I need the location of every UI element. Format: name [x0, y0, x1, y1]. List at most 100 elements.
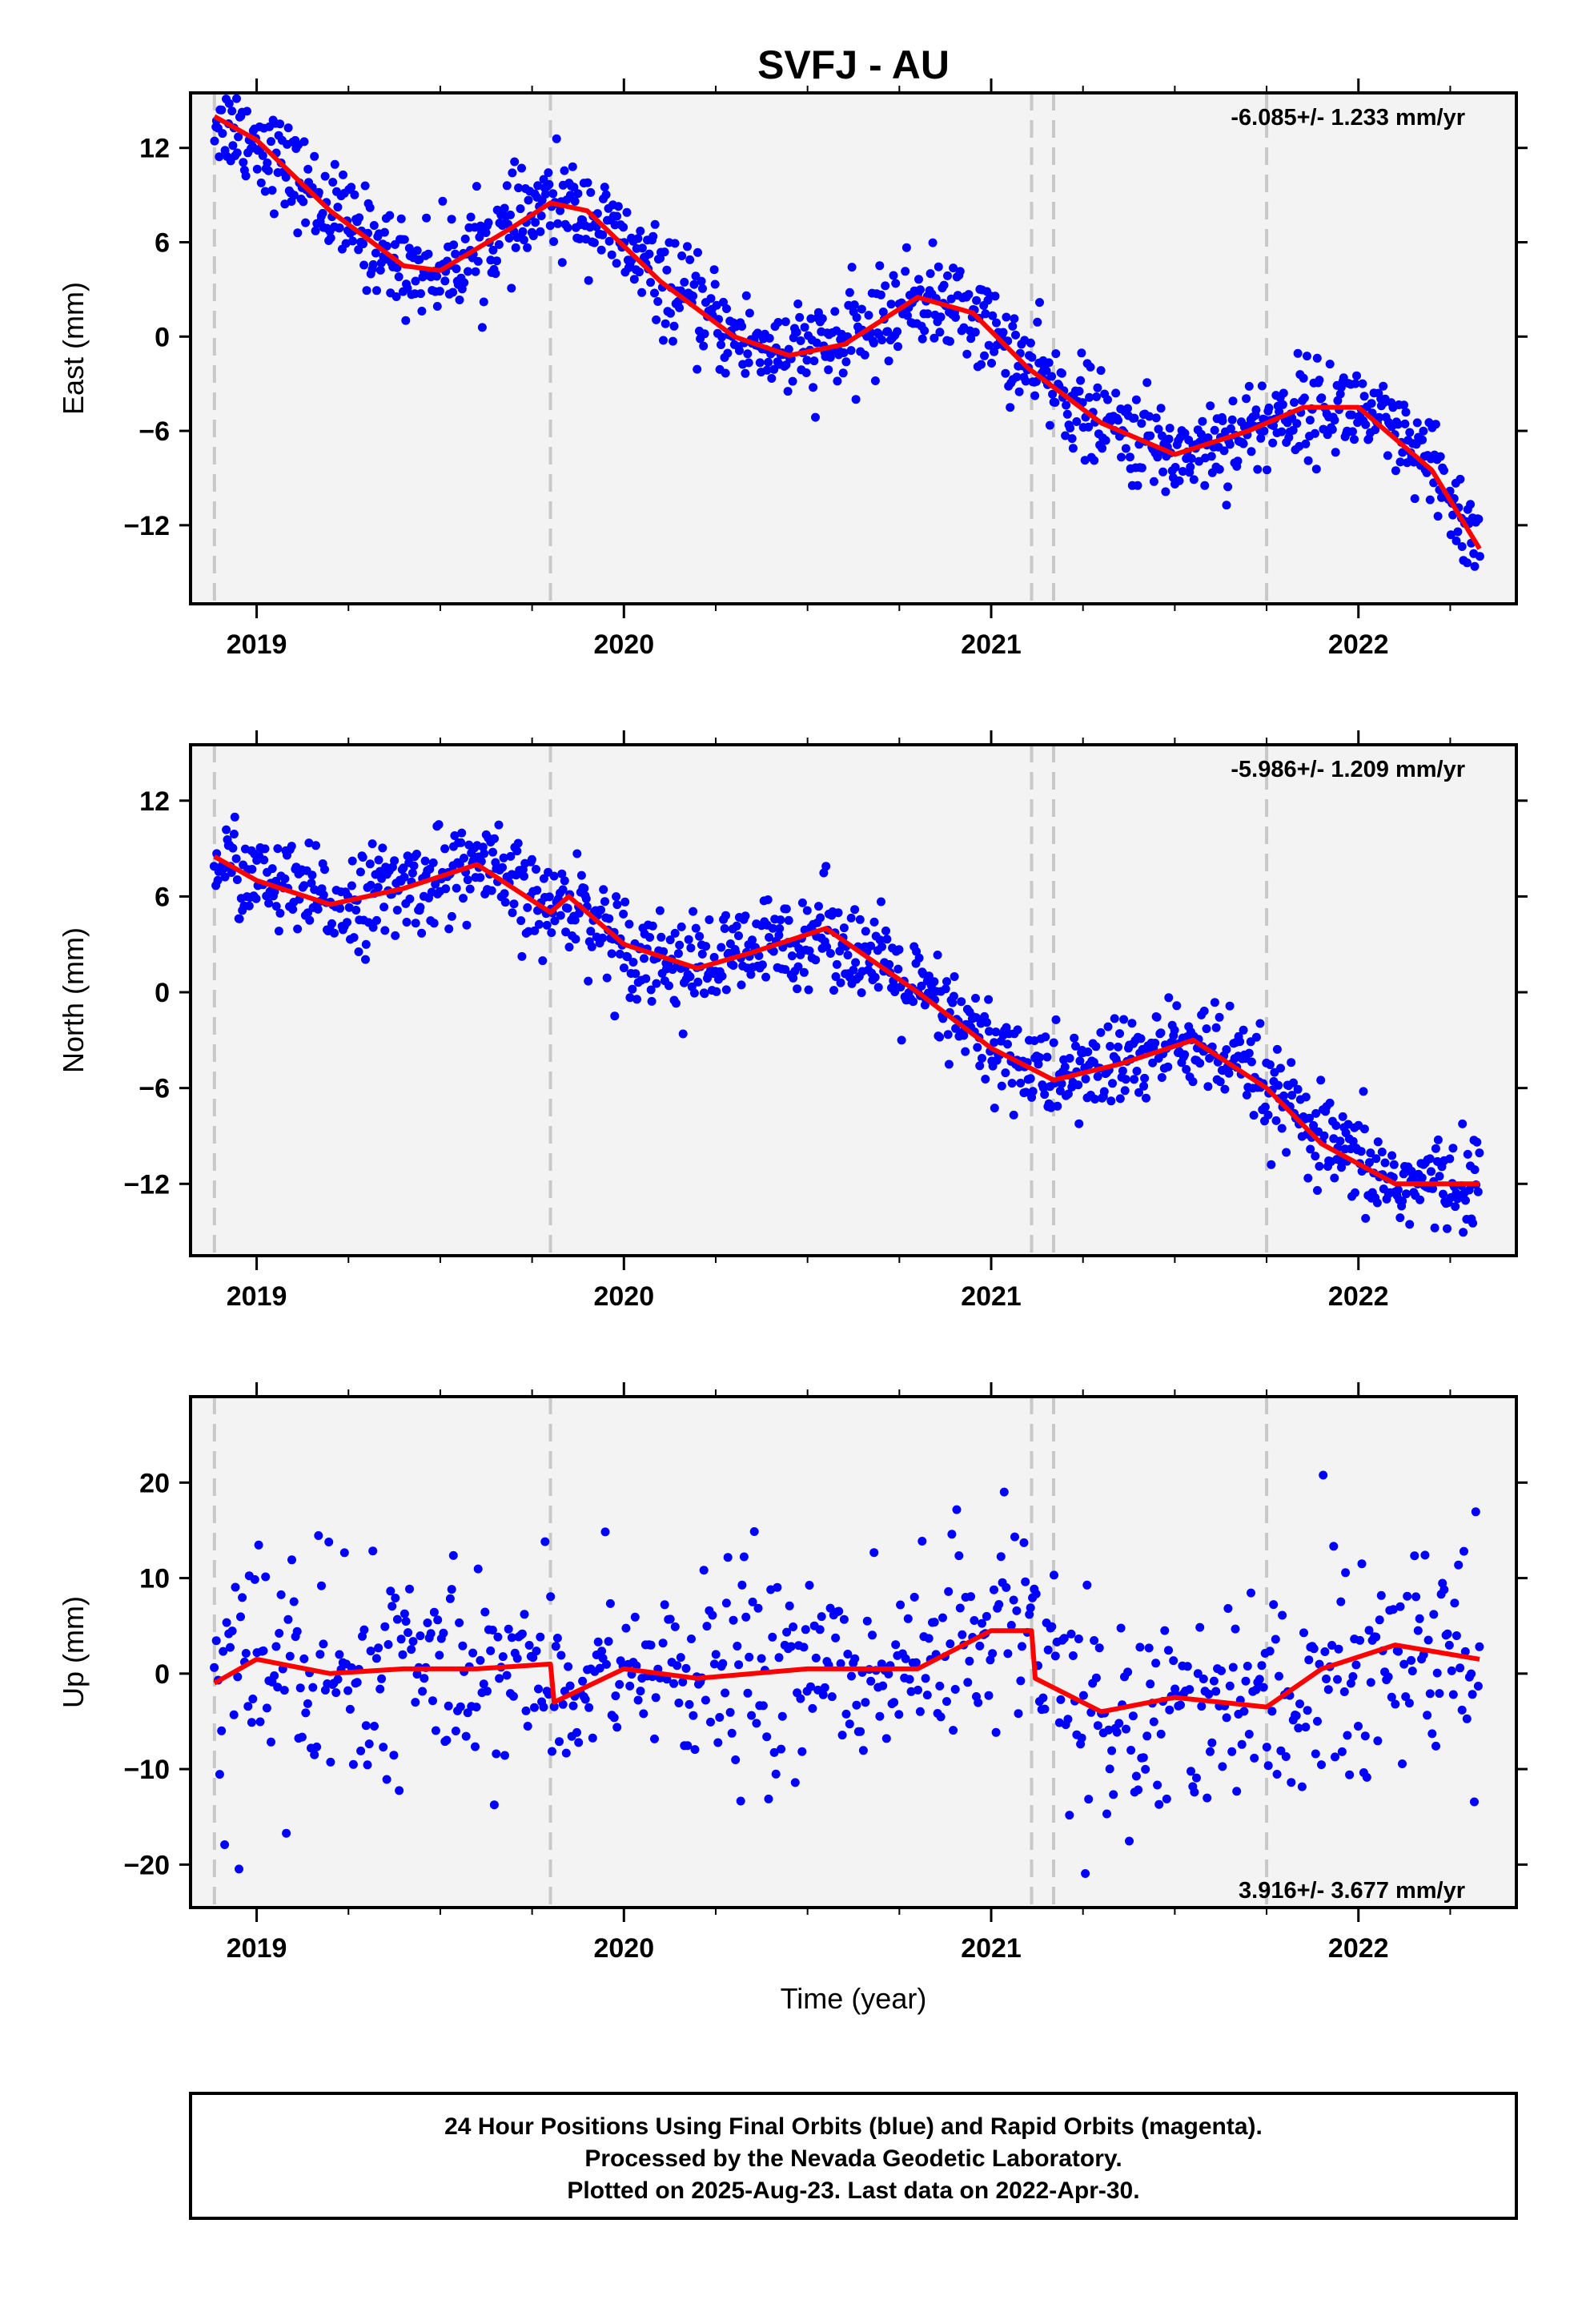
- data-point-north: [615, 949, 624, 959]
- data-point-up: [578, 1676, 588, 1686]
- data-point-north: [1106, 1096, 1116, 1106]
- data-point-north: [488, 847, 497, 857]
- data-point-up: [1287, 1778, 1296, 1787]
- data-point-north: [405, 895, 415, 903]
- data-point-up: [723, 1553, 733, 1562]
- data-point-up: [371, 1654, 381, 1663]
- data-point-north: [665, 981, 673, 991]
- data-point-north: [1475, 1148, 1484, 1158]
- data-point-east: [629, 275, 639, 284]
- data-point-up: [433, 1615, 443, 1625]
- data-point-north: [655, 906, 665, 915]
- data-point-east: [1311, 464, 1321, 474]
- data-point-north: [645, 933, 655, 942]
- data-point-north: [799, 967, 809, 977]
- data-point-east: [1215, 464, 1224, 474]
- data-point-east: [1158, 467, 1168, 476]
- data-point-up: [881, 1734, 891, 1743]
- data-point-east: [849, 300, 859, 310]
- data-point-north: [1081, 1074, 1090, 1084]
- data-point-east: [299, 137, 309, 147]
- data-point-east: [448, 287, 458, 297]
- data-point-up: [1456, 1663, 1465, 1673]
- data-point-north: [259, 855, 269, 865]
- data-point-up: [1031, 1589, 1041, 1598]
- data-point-north: [1415, 1195, 1425, 1204]
- data-point-east: [1299, 373, 1308, 383]
- data-point-up: [789, 1622, 798, 1631]
- data-point-north: [570, 915, 580, 925]
- data-point-up: [386, 1586, 396, 1596]
- data-point-east: [601, 190, 611, 199]
- data-point-up: [806, 1682, 815, 1691]
- data-point-up: [930, 1618, 939, 1627]
- data-point-east: [903, 311, 912, 320]
- data-point-east: [438, 196, 448, 206]
- data-point-up: [1475, 1642, 1484, 1651]
- data-point-east: [946, 294, 956, 304]
- data-point-east: [1006, 403, 1015, 412]
- data-point-up: [1066, 1629, 1076, 1638]
- data-point-east: [878, 308, 888, 316]
- data-point-up: [1431, 1741, 1440, 1751]
- data-point-east: [556, 206, 565, 215]
- data-point-up: [1468, 1690, 1477, 1699]
- data-point-north: [532, 865, 540, 874]
- y-tick-label-east: 12: [139, 134, 170, 164]
- data-point-east: [1457, 542, 1467, 551]
- data-point-east: [802, 356, 812, 365]
- data-point-east: [516, 204, 525, 214]
- data-point-north: [1267, 1160, 1276, 1169]
- data-point-north: [1472, 1137, 1482, 1147]
- data-point-up: [580, 1695, 590, 1704]
- data-point-east: [1180, 428, 1190, 438]
- data-point-up: [1123, 1667, 1133, 1677]
- data-point-east: [1156, 404, 1166, 413]
- data-point-north: [1417, 1173, 1427, 1183]
- data-point-up: [1447, 1666, 1456, 1675]
- data-point-east: [1085, 392, 1094, 402]
- data-point-east: [852, 313, 861, 322]
- data-point-north: [1053, 1101, 1062, 1111]
- data-point-up: [1056, 1695, 1066, 1704]
- data-point-up: [456, 1702, 465, 1711]
- data-point-up: [261, 1572, 271, 1582]
- data-point-north: [602, 973, 612, 983]
- data-point-north: [1337, 1163, 1346, 1172]
- data-point-up: [1003, 1649, 1013, 1659]
- data-point-north: [576, 870, 586, 880]
- data-point-east: [1358, 379, 1367, 388]
- data-point-east: [394, 272, 404, 282]
- data-point-up: [1084, 1795, 1094, 1804]
- data-point-east: [1277, 427, 1287, 436]
- rate-label-north: -5.986+/- 1.209 mm/yr: [1231, 757, 1465, 782]
- data-point-up: [797, 1747, 807, 1756]
- data-point-up: [1239, 1707, 1249, 1716]
- data-point-east: [545, 221, 555, 231]
- data-point-north: [584, 976, 593, 986]
- data-point-east: [318, 208, 327, 218]
- data-point-up: [289, 1597, 299, 1606]
- data-point-north: [701, 942, 711, 951]
- data-point-up: [777, 1744, 786, 1754]
- data-point-north: [619, 963, 628, 973]
- data-point-east: [745, 308, 754, 318]
- data-point-east: [310, 151, 319, 161]
- data-point-north: [1277, 1124, 1287, 1133]
- data-point-east: [491, 269, 500, 279]
- data-point-east: [1125, 452, 1134, 462]
- data-point-north: [293, 924, 303, 934]
- data-point-up: [483, 1687, 492, 1696]
- data-point-east: [1383, 451, 1392, 460]
- data-point-east: [1330, 416, 1339, 425]
- data-point-east: [256, 178, 266, 187]
- data-point-east: [680, 277, 689, 287]
- y-tick-label-east: 6: [155, 227, 170, 258]
- data-point-east: [1032, 376, 1041, 386]
- data-point-up: [363, 1760, 372, 1770]
- data-point-east: [712, 300, 721, 310]
- data-point-north: [835, 947, 845, 956]
- data-point-up: [476, 1655, 485, 1665]
- data-point-up: [600, 1527, 610, 1537]
